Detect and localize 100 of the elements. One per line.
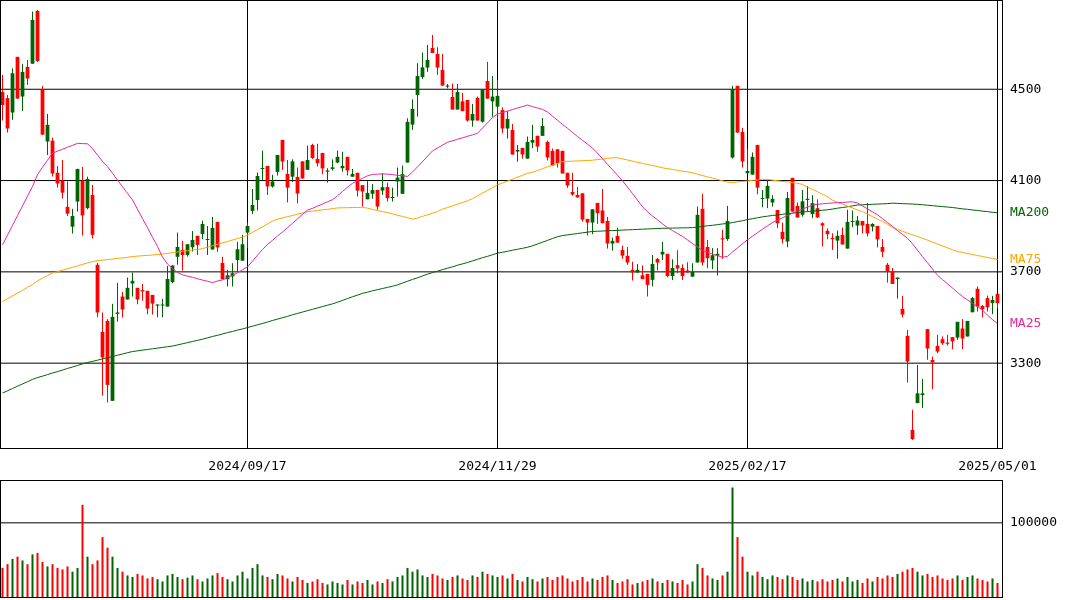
bar: [846, 576, 849, 598]
bar: [546, 576, 549, 598]
bar: [601, 576, 604, 598]
bar: [961, 579, 964, 598]
bar: [36, 552, 39, 598]
bar: [651, 578, 654, 598]
bar: [796, 579, 799, 598]
bar: [901, 571, 904, 598]
bar: [836, 578, 839, 598]
bar: [506, 578, 509, 598]
bar: [656, 581, 659, 598]
bar: [616, 582, 619, 598]
bar: [756, 571, 759, 598]
candlestick: [630, 261, 635, 282]
bar: [841, 581, 844, 598]
bar: [746, 571, 749, 598]
bar: [191, 575, 194, 598]
bar: [236, 575, 239, 598]
bar: [416, 569, 419, 598]
bar: [486, 573, 489, 598]
bar: [726, 571, 729, 598]
bar: [576, 579, 579, 598]
bar: [676, 582, 679, 598]
bar: [931, 576, 934, 598]
bar: [151, 576, 154, 598]
bar: [511, 573, 514, 598]
candlestick: [380, 172, 385, 196]
bar: [621, 581, 624, 598]
bar: [266, 576, 269, 598]
bar: [271, 579, 274, 598]
bar: [671, 581, 674, 598]
bar: [951, 578, 954, 598]
y-tick-label: 3300: [1010, 354, 1042, 370]
candlestick: [130, 272, 135, 298]
bar: [781, 579, 784, 598]
bar: [221, 576, 224, 598]
bar: [701, 567, 704, 598]
bar: [636, 582, 639, 598]
bar: [216, 573, 219, 598]
bar: [496, 576, 499, 598]
bar: [876, 576, 879, 598]
line-series: [2, 104, 998, 325]
bar: [121, 571, 124, 598]
bar: [106, 547, 109, 598]
bar: [131, 576, 134, 598]
bar: [566, 578, 569, 598]
bar: [71, 571, 74, 598]
bar: [736, 537, 739, 598]
bar: [591, 578, 594, 598]
bar: [421, 575, 424, 598]
bar: [641, 581, 644, 598]
bar: [291, 581, 294, 598]
bar: [31, 554, 34, 598]
bar: [891, 576, 894, 598]
bar: [101, 537, 104, 598]
bar: [366, 579, 369, 598]
bar: [706, 575, 709, 598]
bar: [681, 579, 684, 598]
bar: [921, 575, 924, 598]
bar: [801, 578, 804, 598]
bar: [976, 578, 979, 598]
bar: [986, 581, 989, 598]
bar: [686, 584, 689, 598]
bar: [341, 584, 344, 598]
bar: [206, 578, 209, 598]
bar: [871, 581, 874, 598]
bar: [826, 581, 829, 598]
bar: [81, 504, 84, 598]
candlestick: [115, 282, 120, 323]
candlestick: [820, 221, 825, 248]
x-tick-label: 2024/09/17: [208, 457, 287, 473]
bar: [966, 576, 969, 598]
bar: [376, 581, 379, 598]
bar: [321, 582, 324, 598]
bar: [631, 584, 634, 598]
bar: [196, 579, 199, 598]
bar: [346, 579, 349, 598]
bar: [476, 576, 479, 598]
bar: [301, 579, 304, 598]
bar: [531, 579, 534, 598]
bar: [916, 571, 919, 598]
bar: [556, 576, 559, 598]
bar: [856, 579, 859, 598]
bar: [231, 581, 234, 598]
bar: [176, 576, 179, 598]
bar: [516, 579, 519, 598]
bar: [16, 556, 19, 598]
y-tick-label: 4100: [1010, 172, 1042, 188]
bar: [171, 573, 174, 598]
bar: [181, 579, 184, 598]
bar: [251, 567, 254, 598]
bar: [761, 576, 764, 598]
bar: [146, 578, 149, 598]
bar: [811, 579, 814, 598]
bar: [956, 575, 959, 598]
bar: [766, 579, 769, 598]
bar: [791, 576, 794, 598]
bar: [371, 584, 374, 598]
bar: [551, 579, 554, 598]
bar: [866, 578, 869, 598]
